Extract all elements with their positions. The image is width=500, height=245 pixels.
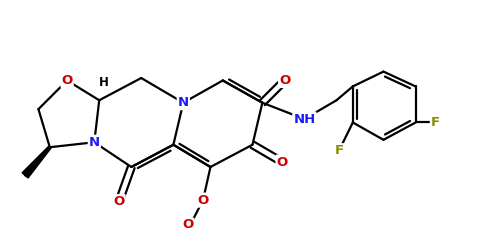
Text: N: N [88,136,100,149]
Text: O: O [198,194,208,207]
Text: O: O [62,74,72,87]
Text: NH: NH [294,112,316,125]
Polygon shape [22,146,51,178]
Text: O: O [114,195,124,208]
Text: H: H [99,76,109,89]
Text: F: F [431,116,440,129]
Text: O: O [276,156,288,169]
Text: O: O [182,218,194,231]
Text: F: F [334,144,344,157]
Text: O: O [279,74,290,87]
Text: N: N [178,96,189,109]
